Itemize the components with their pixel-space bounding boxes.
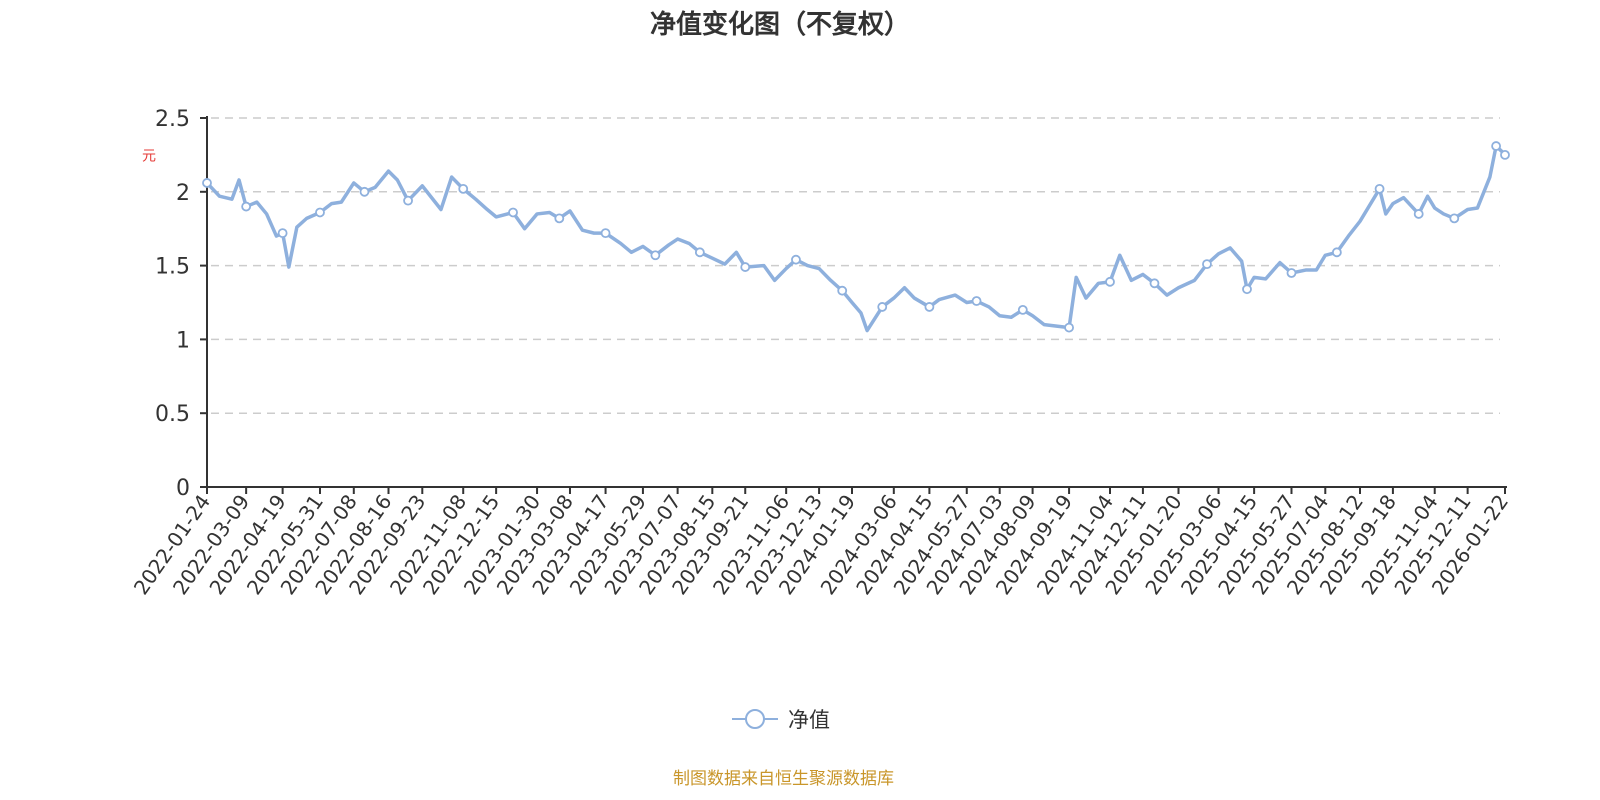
y-axis: 0 0.5 1 1.5 2 2.5 [155,107,208,501]
line-circle-legend-icon [732,709,778,729]
data-point-marker[interactable] [315,207,325,218]
data-point-marker[interactable] [600,228,611,239]
grid-lines [211,117,1500,414]
data-point-marker[interactable] [1105,276,1115,287]
data-point-marker[interactable] [554,213,565,224]
data-point-marker[interactable] [877,302,888,312]
y-axis-unit-label: 元 [140,148,156,162]
y-tick-label: 0.5 [155,402,190,427]
x-axis: 2022-01-242022-03-092022-04-192022-05-31… [129,486,1513,599]
y-tick-label: 0 [176,476,190,501]
data-point-marker[interactable] [791,254,801,265]
data-point-marker[interactable] [694,247,705,258]
data-point-marker[interactable] [1413,209,1424,219]
legend-item-nav[interactable]: 净值 [730,704,830,734]
data-point-marker[interactable] [971,296,982,306]
data-point-marker[interactable] [1491,141,1502,151]
data-point-marker[interactable] [359,186,370,197]
data-point-marker[interactable] [508,207,518,218]
data-point-marker[interactable] [241,201,252,212]
data-point-marker[interactable] [1149,278,1160,289]
data-source-note: 制图数据来自恒生聚源数据库 [673,769,894,789]
data-point-marker[interactable] [277,228,288,239]
data-point-marker[interactable] [924,302,935,312]
data-point-marker[interactable] [1331,247,1342,258]
y-tick-label: 2.5 [155,107,190,132]
y-tick-label: 1 [176,328,190,353]
nav-line [205,144,1507,333]
legend-label: 净值 [788,708,830,732]
y-tick-label: 2 [176,181,190,206]
data-point-marker[interactable] [1064,322,1074,333]
y-tick-label: 1.5 [155,255,190,280]
line-chart: 0 0.5 1 1.5 2 2.5 2022-01-242022-03-092022-04… [129,107,1513,599]
data-point-marker[interactable] [202,178,212,188]
data-point-marker[interactable] [1374,183,1385,194]
data-point-marker[interactable] [1500,149,1510,160]
data-point-marker[interactable] [650,250,661,261]
chart-title: 净值变化图（不复权） [649,10,910,40]
data-point-marker[interactable] [740,262,751,272]
data-point-marker[interactable] [1242,284,1252,295]
data-point-marker[interactable] [1202,259,1212,270]
data-point-marker[interactable] [837,285,848,296]
data-point-marker[interactable] [1286,268,1297,278]
data-point-marker[interactable] [1449,213,1460,224]
series-nav-line [202,141,1510,333]
data-point-marker[interactable] [403,195,413,206]
data-point-marker[interactable] [1017,304,1028,315]
data-point-marker[interactable] [458,183,469,194]
